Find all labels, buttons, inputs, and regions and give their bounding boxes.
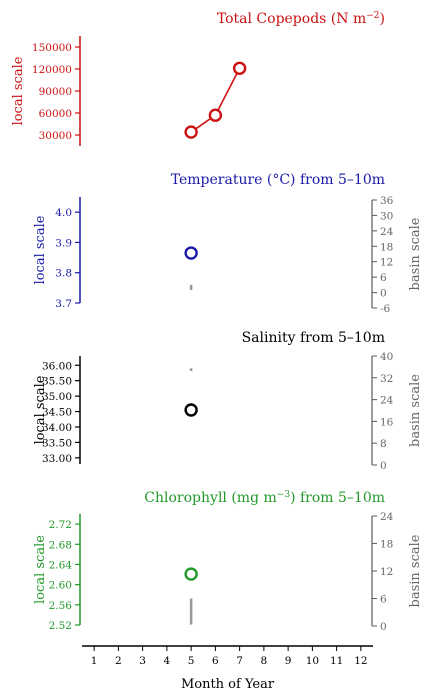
panel-title: Salinity from 5–10m	[242, 330, 385, 346]
local-y-tick-label: 2.64	[49, 559, 73, 571]
local-y-tick-label: 90000	[39, 86, 72, 98]
local-y-tick-label: 2.60	[49, 580, 72, 592]
x-tick-label: 8	[261, 655, 268, 667]
local-y-tick-label: 2.72	[49, 519, 72, 531]
basin-y-tick-label: 8	[380, 438, 387, 450]
basin-y-tick-label: 24	[380, 511, 394, 523]
local-y-tick-label: 34.50	[42, 407, 72, 419]
x-tick-label: 7	[236, 655, 243, 667]
local-y-tick-label: 35.50	[42, 376, 72, 388]
data-point	[208, 108, 223, 122]
local-y-tick-label: 150000	[32, 42, 72, 54]
x-tick-label: 6	[212, 655, 219, 667]
local-y-tick-label: 2.52	[49, 620, 72, 632]
basin-y-tick-label: 36	[380, 195, 394, 207]
x-tick-label: 3	[139, 655, 146, 667]
panel-title-text: Temperature (°C) from 5–10m	[171, 172, 385, 188]
local-y-tick-label: 60000	[39, 108, 72, 120]
data-point	[184, 246, 198, 260]
basin-y-tick-label: 0	[380, 460, 387, 472]
basin-scale-label: basin scale	[408, 217, 423, 290]
basin-y-tick-label: 0	[380, 288, 387, 300]
x-tick-label: 11	[330, 655, 343, 667]
basin-y-tick-label: 6	[380, 272, 387, 284]
local-y-tick-label: 33.00	[42, 453, 72, 465]
local-scale-label: local scale	[33, 535, 48, 604]
data-point	[232, 61, 247, 75]
panel-title-text: Total Copepods (N m	[217, 11, 366, 27]
x-axis-title: Month of Year	[181, 677, 275, 692]
local-y-tick-label: 33.50	[42, 437, 72, 449]
local-y-tick-label: 3.7	[55, 298, 72, 310]
data-point	[184, 125, 198, 139]
local-y-tick-label: 36.00	[42, 360, 72, 372]
local-scale-label: local scale	[33, 375, 48, 444]
basin-y-tick-label: 18	[380, 241, 393, 253]
basin-y-tick-label: 24	[380, 226, 394, 238]
basin-y-tick-label: 0	[380, 621, 387, 633]
local-y-tick-label: 2.68	[49, 539, 72, 551]
basin-y-tick-label: 30	[380, 210, 393, 222]
panel-title-close: )	[380, 11, 385, 27]
basin-scale-label: basin scale	[408, 534, 423, 607]
local-y-tick-label: 3.8	[55, 268, 72, 280]
basin-y-tick-label: 32	[380, 373, 393, 385]
panel-title-superscript: −2	[366, 11, 379, 21]
panel-title-superscript: −3	[277, 490, 291, 500]
local-y-tick-label: 120000	[32, 64, 72, 76]
x-tick-label: 12	[354, 655, 367, 667]
local-y-tick-label: 30000	[39, 130, 72, 142]
panel-title-text: Chlorophyll (mg m	[144, 490, 276, 506]
panel-title: Chlorophyll (mg m−3) from 5–10m	[144, 490, 385, 506]
local-y-tick-label: 2.56	[49, 600, 73, 612]
panel-title: Total Copepods (N m−2)	[217, 11, 385, 27]
panel-2: Salinity from 5–10m 33.00 33.50 34.00 34.50 3…	[33, 330, 423, 472]
x-tick-label: 4	[164, 655, 171, 667]
local-y-tick-label: 34.00	[42, 422, 72, 434]
basin-y-tick-label: 12	[380, 566, 393, 578]
basin-scale-label: basin scale	[408, 374, 423, 447]
panel-1: Temperature (°C) from 5–10m 3.7 3.8 3.9 4.0 l…	[33, 172, 423, 315]
x-tick-label: 10	[306, 655, 319, 667]
panel-title-close: ) from 5–10m	[290, 490, 385, 506]
panel-title-text: Salinity from 5–10m	[242, 330, 385, 346]
panel-3: Chlorophyll (mg m−3) from 5–10m 2.52 2.56 2…	[33, 490, 423, 633]
x-tick-label: 2	[115, 655, 122, 667]
panel-0: Total Copepods (N m−2) 30000 60000 90000 120…	[11, 11, 385, 146]
basin-y-tick-label: 12	[380, 257, 393, 269]
data-point	[184, 567, 198, 581]
data-point	[184, 403, 198, 417]
panel-title: Temperature (°C) from 5–10m	[171, 172, 385, 188]
basin-y-tick-label: 16	[380, 416, 394, 428]
local-scale-label: local scale	[11, 56, 26, 125]
basin-y-tick-label: 24	[380, 395, 394, 407]
series-line	[190, 67, 241, 133]
basin-y-tick-label: 6	[380, 594, 387, 606]
x-tick-label: 5	[188, 655, 195, 667]
local-y-tick-label: 3.9	[55, 237, 72, 249]
local-scale-label: local scale	[33, 215, 48, 284]
x-tick-label: 9	[285, 655, 292, 667]
basin-y-tick-label: 40	[380, 351, 393, 363]
local-y-tick-label: 35.00	[42, 391, 72, 403]
local-y-tick-label: 4.0	[55, 207, 72, 219]
basin-y-tick-label: 18	[380, 539, 393, 551]
x-tick-label: 1	[91, 655, 98, 667]
basin-y-tick-label: -6	[380, 303, 391, 315]
